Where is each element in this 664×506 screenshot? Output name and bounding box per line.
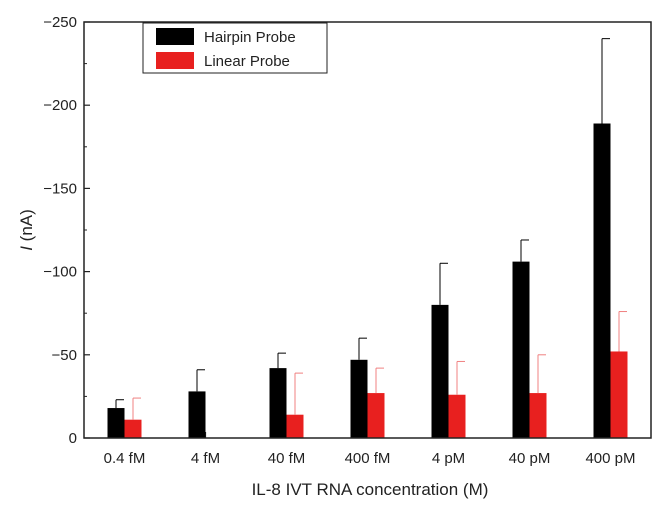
bar-linear — [124, 419, 142, 438]
legend-label-linear: Linear Probe — [204, 53, 290, 70]
x-tick-label: 400 pM — [585, 450, 635, 467]
x-tick-label: 40 fM — [268, 450, 306, 467]
bar-hairpin — [431, 304, 449, 438]
y-tick-label: −250 — [43, 14, 77, 31]
error-bars — [115, 38, 627, 420]
legend-swatch-linear — [156, 52, 194, 69]
x-tick-label: 4 pM — [432, 450, 465, 467]
y-tick-label: 0 — [69, 430, 77, 447]
x-tick-label: 4 fM — [191, 450, 220, 467]
bar-hairpin — [593, 123, 611, 438]
y-tick-label: −50 — [52, 347, 77, 364]
y-axis-label: I (nA) — [17, 209, 36, 251]
x-tick-label: 40 pM — [509, 450, 551, 467]
plot-frame — [83, 21, 652, 439]
bar-hairpin — [188, 391, 206, 438]
legend-swatch-hairpin — [156, 28, 194, 45]
bar-linear — [367, 393, 385, 438]
bar-linear — [286, 414, 304, 438]
y-tick-label: −200 — [43, 97, 77, 114]
y-tick-label: −150 — [43, 180, 77, 197]
x-tick-label: 0.4 fM — [104, 450, 146, 467]
bars — [107, 123, 628, 438]
bar-linear — [448, 394, 466, 438]
x-axis-ticks: 0.4 fM 4 fM 40 fM 400 fM 4 pM 40 pM 400 pM — [104, 432, 636, 467]
bar-hairpin — [350, 359, 368, 438]
y-axis-ticks: 0 −50 −100 −150 −200 −250 — [43, 14, 90, 447]
x-tick-label: 400 fM — [345, 450, 391, 467]
bar-hairpin — [269, 368, 287, 438]
legend: Hairpin Probe Linear Probe — [142, 22, 328, 74]
y-tick-label: −100 — [43, 264, 77, 281]
x-axis-label: IL-8 IVT RNA concentration (M) — [252, 480, 489, 499]
bar-hairpin — [107, 408, 125, 438]
bar-hairpin — [512, 261, 530, 438]
bar-linear — [610, 351, 628, 438]
legend-label-hairpin: Hairpin Probe — [204, 29, 296, 46]
bar-linear — [529, 393, 547, 438]
